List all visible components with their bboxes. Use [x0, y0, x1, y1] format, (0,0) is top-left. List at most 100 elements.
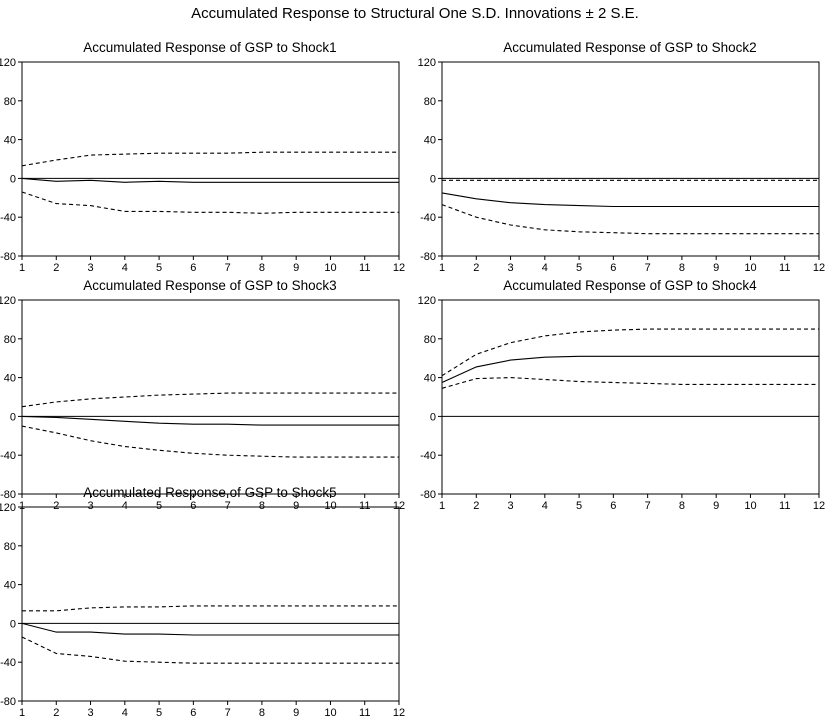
x-tick-label: 9: [713, 262, 719, 274]
y-tick-label: 120: [0, 295, 16, 307]
y-tick-label: 120: [0, 502, 16, 514]
response-line: [441, 355, 819, 384]
plot-frame: [21, 506, 400, 702]
response-line: [441, 192, 819, 208]
chart-panel-shock5: Accumulated Response of GSP to Shock5 -8…: [0, 485, 405, 719]
y-tick-label: -40: [420, 212, 436, 224]
lower-line: [21, 191, 399, 214]
chart-panel-shock3: Accumulated Response of GSP to Shock3 -8…: [0, 278, 405, 512]
x-tick-label: 3: [87, 262, 93, 274]
x-tick-label: 7: [645, 262, 651, 274]
x-tick-label: 10: [324, 707, 336, 719]
figure-title: Accumulated Response to Structural One S…: [191, 5, 639, 22]
panel-title: Accumulated Response of GSP to Shock1: [83, 40, 337, 55]
y-tick-label: 0: [10, 618, 16, 630]
x-tick-label: 7: [645, 500, 651, 512]
x-tick-label: 6: [190, 707, 196, 719]
y-tick-label: 80: [424, 96, 436, 108]
x-tick-label: 8: [259, 707, 265, 719]
chart-panel-shock4: Accumulated Response of GSP to Shock4 -8…: [418, 278, 825, 512]
x-tick-label: 11: [359, 262, 370, 274]
x-tick-label: 5: [156, 262, 162, 274]
x-tick-label: 8: [679, 500, 685, 512]
x-tick-label: 5: [156, 500, 162, 512]
x-tick-label: 9: [293, 707, 299, 719]
x-tick-label: 1: [19, 262, 25, 274]
y-tick-label: 0: [430, 411, 436, 423]
lower-line: [21, 425, 399, 458]
y-tick-label: 120: [418, 295, 436, 307]
x-tick-label: 3: [87, 707, 93, 719]
y-tick-label: -80: [420, 251, 436, 263]
x-tick-label: 2: [473, 262, 479, 274]
x-tick-label: 5: [576, 262, 582, 274]
x-tick-label: 10: [744, 262, 756, 274]
x-tick-label: 12: [813, 262, 825, 274]
lower-line: [21, 636, 399, 664]
x-tick-label: 12: [393, 500, 405, 512]
y-tick-label: 40: [4, 580, 16, 592]
x-tick-label: 8: [679, 262, 685, 274]
x-tick-label: 6: [190, 500, 196, 512]
x-tick-label: 4: [122, 500, 128, 512]
x-tick-label: 3: [507, 500, 513, 512]
plot-frame: [441, 299, 820, 495]
y-tick-label: 0: [430, 173, 436, 185]
x-tick-label: 8: [259, 262, 265, 274]
x-tick-label: 4: [122, 262, 128, 274]
y-tick-label: 0: [10, 173, 16, 185]
y-tick-label: 40: [424, 135, 436, 147]
x-tick-label: 11: [359, 707, 370, 719]
chart-panel-shock1: Accumulated Response of GSP to Shock1 -8…: [0, 40, 405, 274]
y-tick-label: -80: [420, 489, 436, 501]
y-tick-label: -80: [0, 251, 16, 263]
x-tick-label: 2: [53, 262, 59, 274]
x-tick-label: 6: [610, 500, 616, 512]
x-tick-label: 5: [576, 500, 582, 512]
x-tick-label: 9: [293, 500, 299, 512]
lower-line: [441, 204, 819, 235]
y-tick-label: -80: [0, 489, 16, 501]
y-tick-label: 80: [4, 96, 16, 108]
x-tick-label: 1: [439, 500, 445, 512]
x-tick-label: 3: [87, 500, 93, 512]
panel-title: Accumulated Response of GSP to Shock2: [503, 40, 757, 55]
x-tick-label: 11: [779, 500, 790, 512]
x-tick-label: 6: [610, 262, 616, 274]
upper-line: [21, 151, 399, 167]
upper-line: [21, 392, 399, 408]
response-line: [21, 622, 399, 636]
x-tick-label: 4: [542, 500, 548, 512]
x-tick-label: 2: [53, 707, 59, 719]
x-tick-label: 11: [779, 262, 790, 274]
x-tick-label: 10: [744, 500, 756, 512]
panel-title: Accumulated Response of GSP to Shock4: [503, 278, 757, 293]
chart-panel-shock2: Accumulated Response of GSP to Shock2 -8…: [418, 40, 825, 274]
y-tick-label: -40: [0, 657, 16, 669]
x-tick-label: 10: [324, 262, 336, 274]
x-tick-label: 12: [393, 262, 405, 274]
y-tick-label: 80: [4, 334, 16, 346]
plot-frame: [21, 61, 400, 257]
y-tick-label: 80: [4, 541, 16, 553]
response-line: [21, 415, 399, 426]
x-tick-label: 2: [53, 500, 59, 512]
y-tick-label: -40: [0, 212, 16, 224]
x-tick-label: 3: [507, 262, 513, 274]
panel-title: Accumulated Response of GSP to Shock5: [83, 485, 337, 500]
y-tick-label: 80: [424, 334, 436, 346]
y-tick-label: 120: [418, 57, 436, 69]
y-tick-label: -80: [0, 696, 16, 708]
y-tick-label: -40: [420, 450, 436, 462]
y-tick-label: 120: [0, 57, 16, 69]
x-tick-label: 7: [225, 262, 231, 274]
y-tick-label: 0: [10, 411, 16, 423]
x-tick-label: 10: [324, 500, 336, 512]
lower-line: [441, 377, 819, 389]
upper-line: [22, 605, 399, 612]
x-tick-label: 1: [439, 262, 445, 274]
